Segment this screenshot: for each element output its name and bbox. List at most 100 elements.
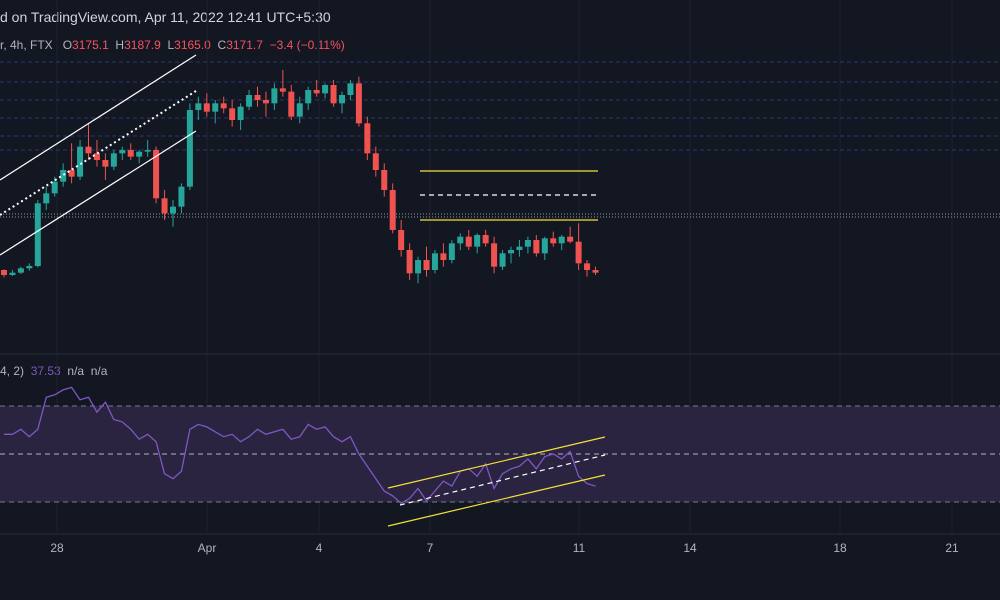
x-tick-label: 18: [833, 541, 847, 555]
candle-body: [482, 235, 489, 244]
ohlc-legend: r, 4h, FTX O3175.1 H3187.9 L3165.0 C3171…: [0, 38, 345, 52]
x-tick-label: 28: [50, 541, 64, 555]
candle-body: [153, 150, 160, 199]
change-value: −3.4 (−0.11%): [269, 38, 345, 52]
candle-body: [381, 170, 388, 190]
candle-body: [584, 263, 591, 270]
candle-body: [17, 268, 24, 273]
candle-body: [178, 186, 185, 207]
rsi-channel-lower: [387, 474, 606, 527]
candle-body: [398, 230, 405, 250]
candle-body: [355, 83, 362, 124]
candle-body: [448, 243, 455, 260]
candle-body: [372, 153, 379, 170]
candle-body: [524, 240, 531, 247]
candle-body: [592, 270, 599, 273]
candle-body: [237, 106, 244, 120]
symbol-text: r, 4h, FTX: [0, 38, 53, 52]
candle-body: [550, 238, 557, 244]
chart-header: d on TradingView.com, Apr 11, 2022 12:41…: [0, 0, 1000, 32]
candle-body: [43, 193, 50, 204]
rsi-channel-upper: [387, 436, 606, 489]
candle-body: [440, 253, 447, 260]
candle-body: [229, 108, 236, 120]
open-value: 3175.1: [72, 38, 109, 52]
candle-body: [465, 236, 472, 247]
candle-body: [170, 206, 176, 214]
candle-body: [1, 270, 7, 275]
candle-body: [119, 150, 126, 154]
rsi-legend: 4, 2) 37.53 n/a n/a: [0, 364, 107, 378]
candle-body: [77, 146, 84, 177]
candle-body: [558, 236, 565, 244]
x-tick-label: 4: [316, 541, 323, 555]
rsi-na-2: n/a: [90, 364, 108, 378]
candle-body: [516, 246, 523, 250]
candle-body: [305, 90, 312, 104]
close-value: 3171.7: [226, 38, 263, 52]
candle-body: [457, 236, 464, 244]
x-tick-label: 14: [683, 541, 697, 555]
candle-body: [220, 103, 227, 109]
channel-lower-line: [0, 130, 197, 256]
candle-body: [279, 88, 286, 92]
candle-body: [136, 151, 143, 157]
candle-body: [431, 253, 438, 270]
candle-body: [474, 235, 481, 247]
candle-body: [26, 266, 33, 269]
low-label: L: [167, 38, 175, 52]
candle-body: [313, 90, 320, 94]
rsi-value: 37.53: [30, 364, 61, 378]
channel-mid-line: [0, 90, 197, 216]
candle-body: [575, 241, 582, 264]
candle-body: [339, 95, 345, 104]
rsi-params: 4, 2): [0, 364, 25, 378]
open-label: O: [62, 38, 73, 52]
close-label: C: [217, 38, 227, 52]
candle-body: [491, 243, 498, 267]
candle-body: [508, 250, 514, 254]
candle-body: [364, 123, 371, 154]
candle-body: [415, 260, 422, 274]
time-axis-area: [0, 534, 1000, 600]
candle-body: [51, 181, 58, 194]
candle-body: [423, 260, 430, 270]
candle-body: [34, 203, 41, 266]
high-value: 3187.9: [124, 38, 161, 52]
candle-body: [110, 153, 117, 167]
x-tick-label: 7: [427, 541, 434, 555]
candle-body: [288, 91, 295, 117]
candle-body: [567, 236, 574, 242]
candle-body: [262, 100, 269, 104]
low-value: 3165.0: [174, 38, 211, 52]
rsi-line: [4, 386, 596, 505]
candle-body: [533, 240, 540, 254]
candle-body: [296, 103, 303, 117]
candle-body: [186, 110, 193, 187]
candle-body: [144, 150, 151, 152]
candle-body: [68, 170, 75, 177]
x-tick-label: 21: [945, 541, 959, 555]
x-tick-label: Apr: [198, 541, 217, 555]
published-text: d on TradingView.com, Apr 11, 2022 12:41…: [0, 9, 331, 25]
candle-body: [254, 95, 261, 100]
candle-body: [127, 150, 134, 157]
candle-body: [102, 160, 109, 167]
candle-body: [330, 85, 337, 104]
channel-upper-line: [0, 54, 197, 181]
candle-body: [161, 198, 168, 214]
candle-body: [389, 190, 396, 230]
candle-body: [195, 103, 202, 110]
candle-body: [203, 103, 210, 112]
candle-body: [212, 103, 219, 112]
rsi-channel-mid: [399, 454, 606, 506]
candle-body: [93, 153, 100, 160]
high-label: H: [115, 38, 125, 52]
rsi-na-1: n/a: [67, 364, 85, 378]
candle-body: [347, 83, 354, 95]
candle-body: [271, 88, 278, 104]
candle-body: [322, 85, 329, 94]
candle-body: [541, 238, 548, 254]
x-tick-label: 11: [573, 541, 586, 555]
